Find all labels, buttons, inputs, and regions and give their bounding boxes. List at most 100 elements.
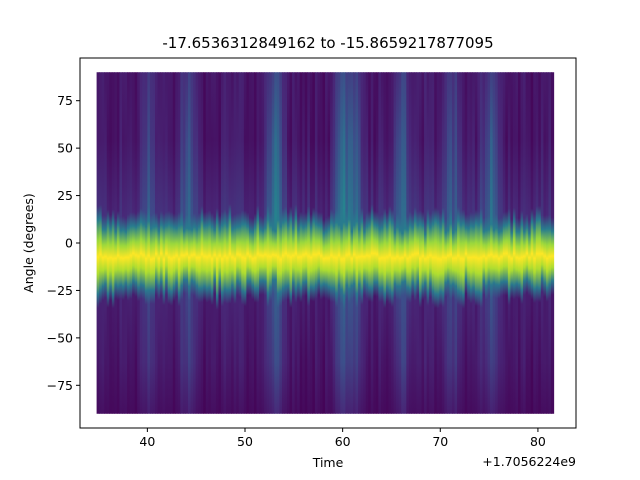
heatmap-column xyxy=(269,72,273,414)
heatmap-column xyxy=(444,72,448,414)
heatmap-column xyxy=(162,72,166,414)
heatmap-column xyxy=(281,72,286,414)
heatmap-column xyxy=(177,72,181,414)
heatmap-column xyxy=(413,72,418,414)
heatmap-column xyxy=(99,72,103,414)
heatmap-column xyxy=(464,72,468,414)
heatmap-column xyxy=(358,72,362,414)
heatmap-column xyxy=(462,72,466,414)
heatmap-column xyxy=(485,72,489,414)
heatmap-column xyxy=(246,72,250,414)
heatmap-column xyxy=(165,72,169,414)
heatmap-column xyxy=(259,72,263,414)
x-tick-label: 50 xyxy=(237,434,253,449)
heatmap-column xyxy=(266,72,270,414)
heatmap-column xyxy=(518,72,522,414)
heatmap-column xyxy=(459,72,463,414)
heatmap-column xyxy=(469,72,473,414)
heatmap-column xyxy=(170,72,174,414)
heatmap-column xyxy=(538,72,542,414)
heatmap-column xyxy=(497,72,501,414)
x-axis-title: Time xyxy=(312,455,344,470)
heatmap-column xyxy=(335,72,339,414)
heatmap-column xyxy=(248,72,253,414)
heatmap-column xyxy=(368,72,372,414)
plot-area xyxy=(96,72,555,414)
heatmap-column xyxy=(284,72,288,414)
heatmap-column xyxy=(510,72,514,414)
heatmap-column xyxy=(479,72,484,414)
heatmap-column xyxy=(515,72,519,414)
heatmap-column xyxy=(238,72,242,414)
heatmap-column xyxy=(352,72,357,414)
heatmap-column xyxy=(365,72,369,414)
heatmap-column xyxy=(543,72,547,414)
heatmap-column xyxy=(454,72,458,414)
heatmap-column xyxy=(294,72,298,414)
heatmap-column xyxy=(424,72,428,414)
heatmap-column xyxy=(380,72,385,414)
heatmap-column xyxy=(304,72,308,414)
y-axis-title: Angle (degrees) xyxy=(21,193,36,293)
heatmap-column xyxy=(104,72,108,414)
heatmap-column xyxy=(337,72,341,414)
heatmap-column xyxy=(500,72,504,414)
heatmap-column xyxy=(297,72,301,414)
heatmap-column xyxy=(482,72,486,414)
heatmap-column xyxy=(403,72,407,414)
heatmap-column xyxy=(441,72,445,414)
heatmap-column xyxy=(540,72,544,414)
heatmap-column xyxy=(436,72,440,414)
heatmap-column xyxy=(302,72,306,414)
y-tick-label: 75 xyxy=(57,93,73,108)
heatmap-column xyxy=(276,72,280,414)
heatmap-column xyxy=(322,72,326,414)
heatmap-column xyxy=(144,72,148,414)
heatmap-column xyxy=(350,72,354,414)
heatmap-column xyxy=(279,72,283,414)
heatmap-column xyxy=(330,72,334,414)
heatmap-column xyxy=(507,72,511,414)
y-axis: 75 50 25 0 −25 −50 −75 xyxy=(47,93,80,393)
heatmap-column xyxy=(106,72,110,414)
heatmap-column xyxy=(132,72,136,414)
heatmap-column xyxy=(416,72,420,414)
heatmap-column xyxy=(193,72,197,414)
heatmap-column xyxy=(452,72,456,414)
heatmap-column xyxy=(124,72,128,414)
heatmap-column xyxy=(203,72,207,414)
heatmap-column xyxy=(314,72,319,414)
heatmap-column xyxy=(502,72,506,414)
y-tick-label: −25 xyxy=(47,283,73,298)
heatmap-column xyxy=(434,72,438,414)
heatmap-column xyxy=(231,72,235,414)
heatmap-column xyxy=(439,72,443,414)
heatmap-column xyxy=(418,72,423,414)
heatmap-column xyxy=(109,72,113,414)
heatmap-column xyxy=(505,72,509,414)
heatmap-column xyxy=(241,72,245,414)
heatmap-column xyxy=(223,72,227,414)
heatmap-column xyxy=(370,72,374,414)
heatmap-column xyxy=(474,72,478,414)
heatmap-column xyxy=(396,72,400,414)
heatmap-column xyxy=(545,72,550,414)
heatmap-column xyxy=(210,72,214,414)
heatmap-column xyxy=(299,72,303,414)
heatmap-column xyxy=(457,72,461,414)
heatmap-column xyxy=(355,72,359,414)
heatmap-column xyxy=(208,72,212,414)
heatmap-column xyxy=(523,72,527,414)
heatmap-column xyxy=(378,72,382,414)
heatmap-column xyxy=(121,72,126,414)
heatmap-column xyxy=(406,72,410,414)
heatmap-column xyxy=(292,72,296,414)
heatmap-column xyxy=(251,72,255,414)
heatmap-column xyxy=(467,72,471,414)
heatmap-column xyxy=(236,72,240,414)
heatmap-column xyxy=(408,72,412,414)
heatmap-column xyxy=(363,72,367,414)
heatmap-column xyxy=(421,72,425,414)
heatmap-column xyxy=(345,72,349,414)
